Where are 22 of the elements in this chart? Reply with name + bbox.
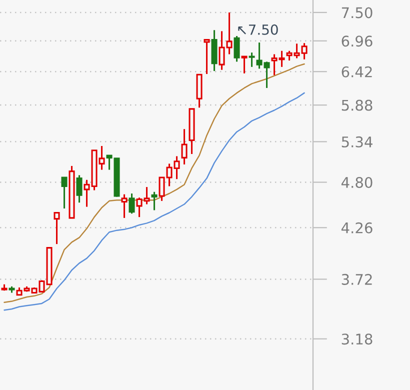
candlestick <box>241 56 248 74</box>
y-tick-label: 6.42 <box>342 66 372 78</box>
candlestick <box>211 29 218 72</box>
y-tick-label: 6.96 <box>342 36 372 47</box>
candlestick <box>204 39 210 75</box>
y-tick-label: 5.88 <box>342 100 372 111</box>
candlestick <box>76 174 82 204</box>
candlestick <box>121 194 128 219</box>
y-tick-label: 4.80 <box>341 176 372 188</box>
y-tick-label: 3.18 <box>342 334 372 345</box>
y-tick-label: 7.50 <box>342 7 372 18</box>
candlestick <box>61 176 68 210</box>
y-tick-label: 5.34 <box>342 136 372 148</box>
candlestick <box>128 192 135 214</box>
candlestick <box>234 35 240 62</box>
annotation: ↖7.50 <box>238 24 278 35</box>
candlestick <box>151 191 158 211</box>
y-tick-label: 3.72 <box>342 274 372 285</box>
candlestick <box>181 128 188 166</box>
candlestick <box>54 212 60 245</box>
candlestick <box>248 52 255 68</box>
y-tick-label: 4.26 <box>341 222 372 234</box>
